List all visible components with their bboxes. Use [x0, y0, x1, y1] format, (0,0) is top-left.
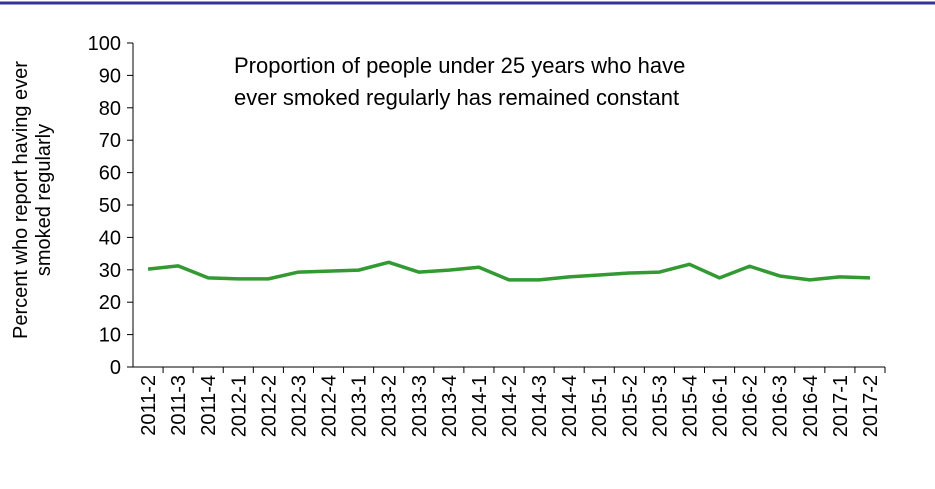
y-tick-label: 10: [99, 325, 121, 347]
x-tick-label: 2015-4: [679, 375, 701, 437]
x-tick-label: 2012-3: [288, 375, 310, 437]
x-tick-label: 2014-4: [559, 375, 581, 437]
y-tick-label: 40: [99, 227, 121, 249]
x-tick-label: 2014-2: [499, 375, 521, 437]
y-tick-label: 0: [110, 357, 121, 379]
x-tick-label: 2016-2: [740, 375, 762, 437]
x-tick-label: 2015-3: [649, 375, 671, 437]
annotation: Proportion of people under 25 years who …: [234, 53, 686, 110]
y-axis-label: Percent who report having ever smoked re…: [10, 61, 55, 339]
x-tick-label: 2013-1: [349, 375, 371, 437]
x-tick-label: 2011-4: [198, 375, 220, 436]
x-tick-label: 2017-1: [830, 375, 852, 437]
x-tick-label: 2014-3: [529, 375, 551, 437]
x-tick-label: 2013-3: [409, 375, 431, 437]
x-tick-label: 2015-1: [589, 375, 611, 437]
y-tick-label: 20: [99, 292, 121, 314]
x-tick-label: 2012-2: [258, 375, 280, 437]
x-tick-label: 2016-4: [800, 375, 822, 437]
y-tick-label: 60: [99, 163, 121, 185]
x-tick-label: 2013-4: [439, 375, 461, 437]
y-tick-label: 70: [99, 130, 121, 152]
x-tick-label: 2015-2: [619, 375, 641, 437]
x-tick-label: 2017-2: [860, 375, 882, 437]
x-tick-label: 2011-2: [138, 375, 160, 436]
x-tick-label: 2012-1: [228, 375, 250, 437]
x-tick-label: 2016-3: [770, 375, 792, 437]
x-tick-label: 2011-3: [168, 375, 190, 436]
y-tick-label: 100: [88, 33, 121, 55]
data-line: [147, 260, 871, 282]
y-tick-label: 90: [99, 65, 121, 87]
x-tick-label: 2014-1: [469, 375, 491, 437]
x-tick-label: 2012-4: [319, 375, 341, 437]
x-tick-label: 2013-2: [379, 375, 401, 437]
y-tick-label: 30: [99, 260, 121, 282]
y-tick-label: 80: [99, 98, 121, 120]
y-tick-label: 50: [99, 195, 121, 217]
x-tick-label: 2016-1: [710, 375, 732, 437]
